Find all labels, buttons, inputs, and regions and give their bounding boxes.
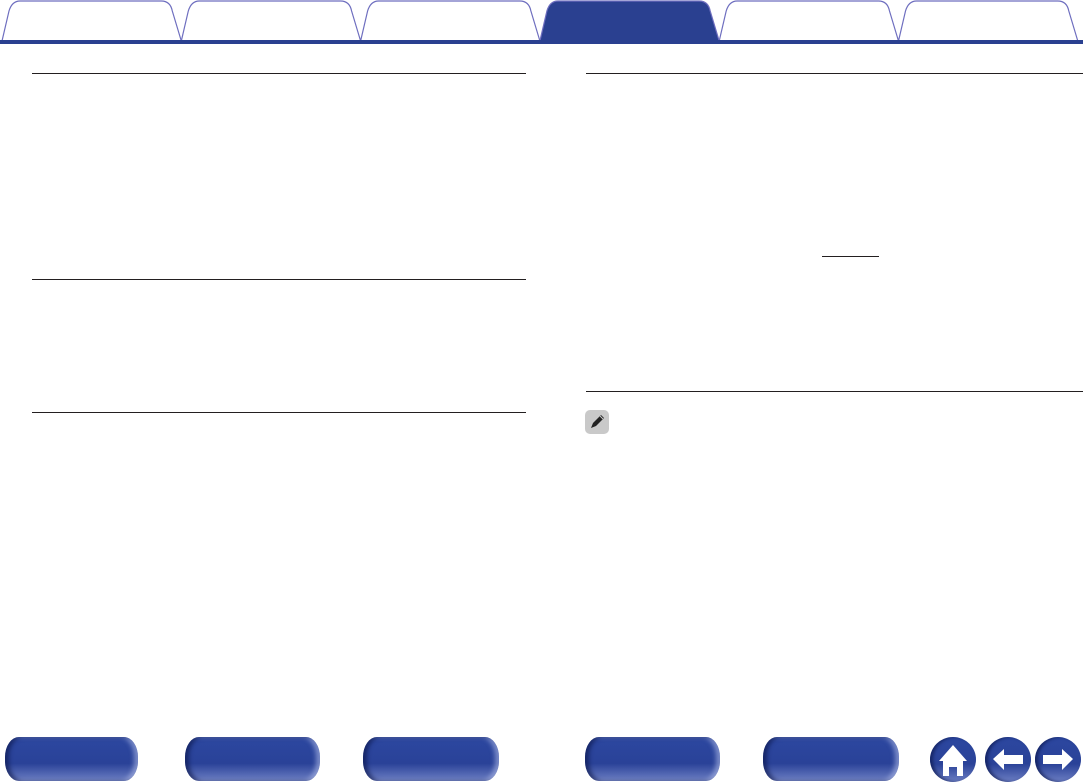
tab-shape[interactable] [180, 0, 362, 42]
tab-4[interactable] [539, 0, 720, 42]
forward-arrow-icon [1043, 749, 1073, 770]
section-divider [32, 73, 526, 74]
section-divider [586, 391, 1083, 392]
tab-shape[interactable] [360, 0, 541, 42]
footer-button-3[interactable] [363, 737, 499, 781]
footer-button-4[interactable] [585, 737, 720, 781]
footer-button-1[interactable] [5, 737, 138, 781]
forward-button[interactable] [1035, 737, 1081, 782]
section-divider [32, 279, 526, 280]
tab-3[interactable] [360, 0, 541, 42]
back-arrow-icon [993, 749, 1023, 770]
tab-shape[interactable] [1, 0, 182, 42]
section-divider [586, 73, 1083, 74]
section-divider [32, 412, 526, 413]
tab-bar [0, 0, 1083, 44]
tab-2[interactable] [180, 0, 362, 42]
back-button[interactable] [985, 737, 1031, 782]
pencil-icon [585, 410, 609, 434]
tab-shape[interactable] [539, 0, 720, 42]
home-button[interactable] [930, 737, 976, 782]
footer-button-5[interactable] [763, 737, 899, 781]
tab-shape[interactable] [897, 0, 1079, 42]
tab-1[interactable] [1, 0, 182, 42]
tab-baseline [0, 40, 1083, 44]
tab-6[interactable] [897, 0, 1079, 42]
footer-button-2[interactable] [185, 737, 320, 781]
tab-shape[interactable] [718, 0, 900, 42]
link-underline[interactable] [822, 256, 879, 257]
tab-5[interactable] [718, 0, 900, 42]
home-icon [939, 745, 967, 776]
